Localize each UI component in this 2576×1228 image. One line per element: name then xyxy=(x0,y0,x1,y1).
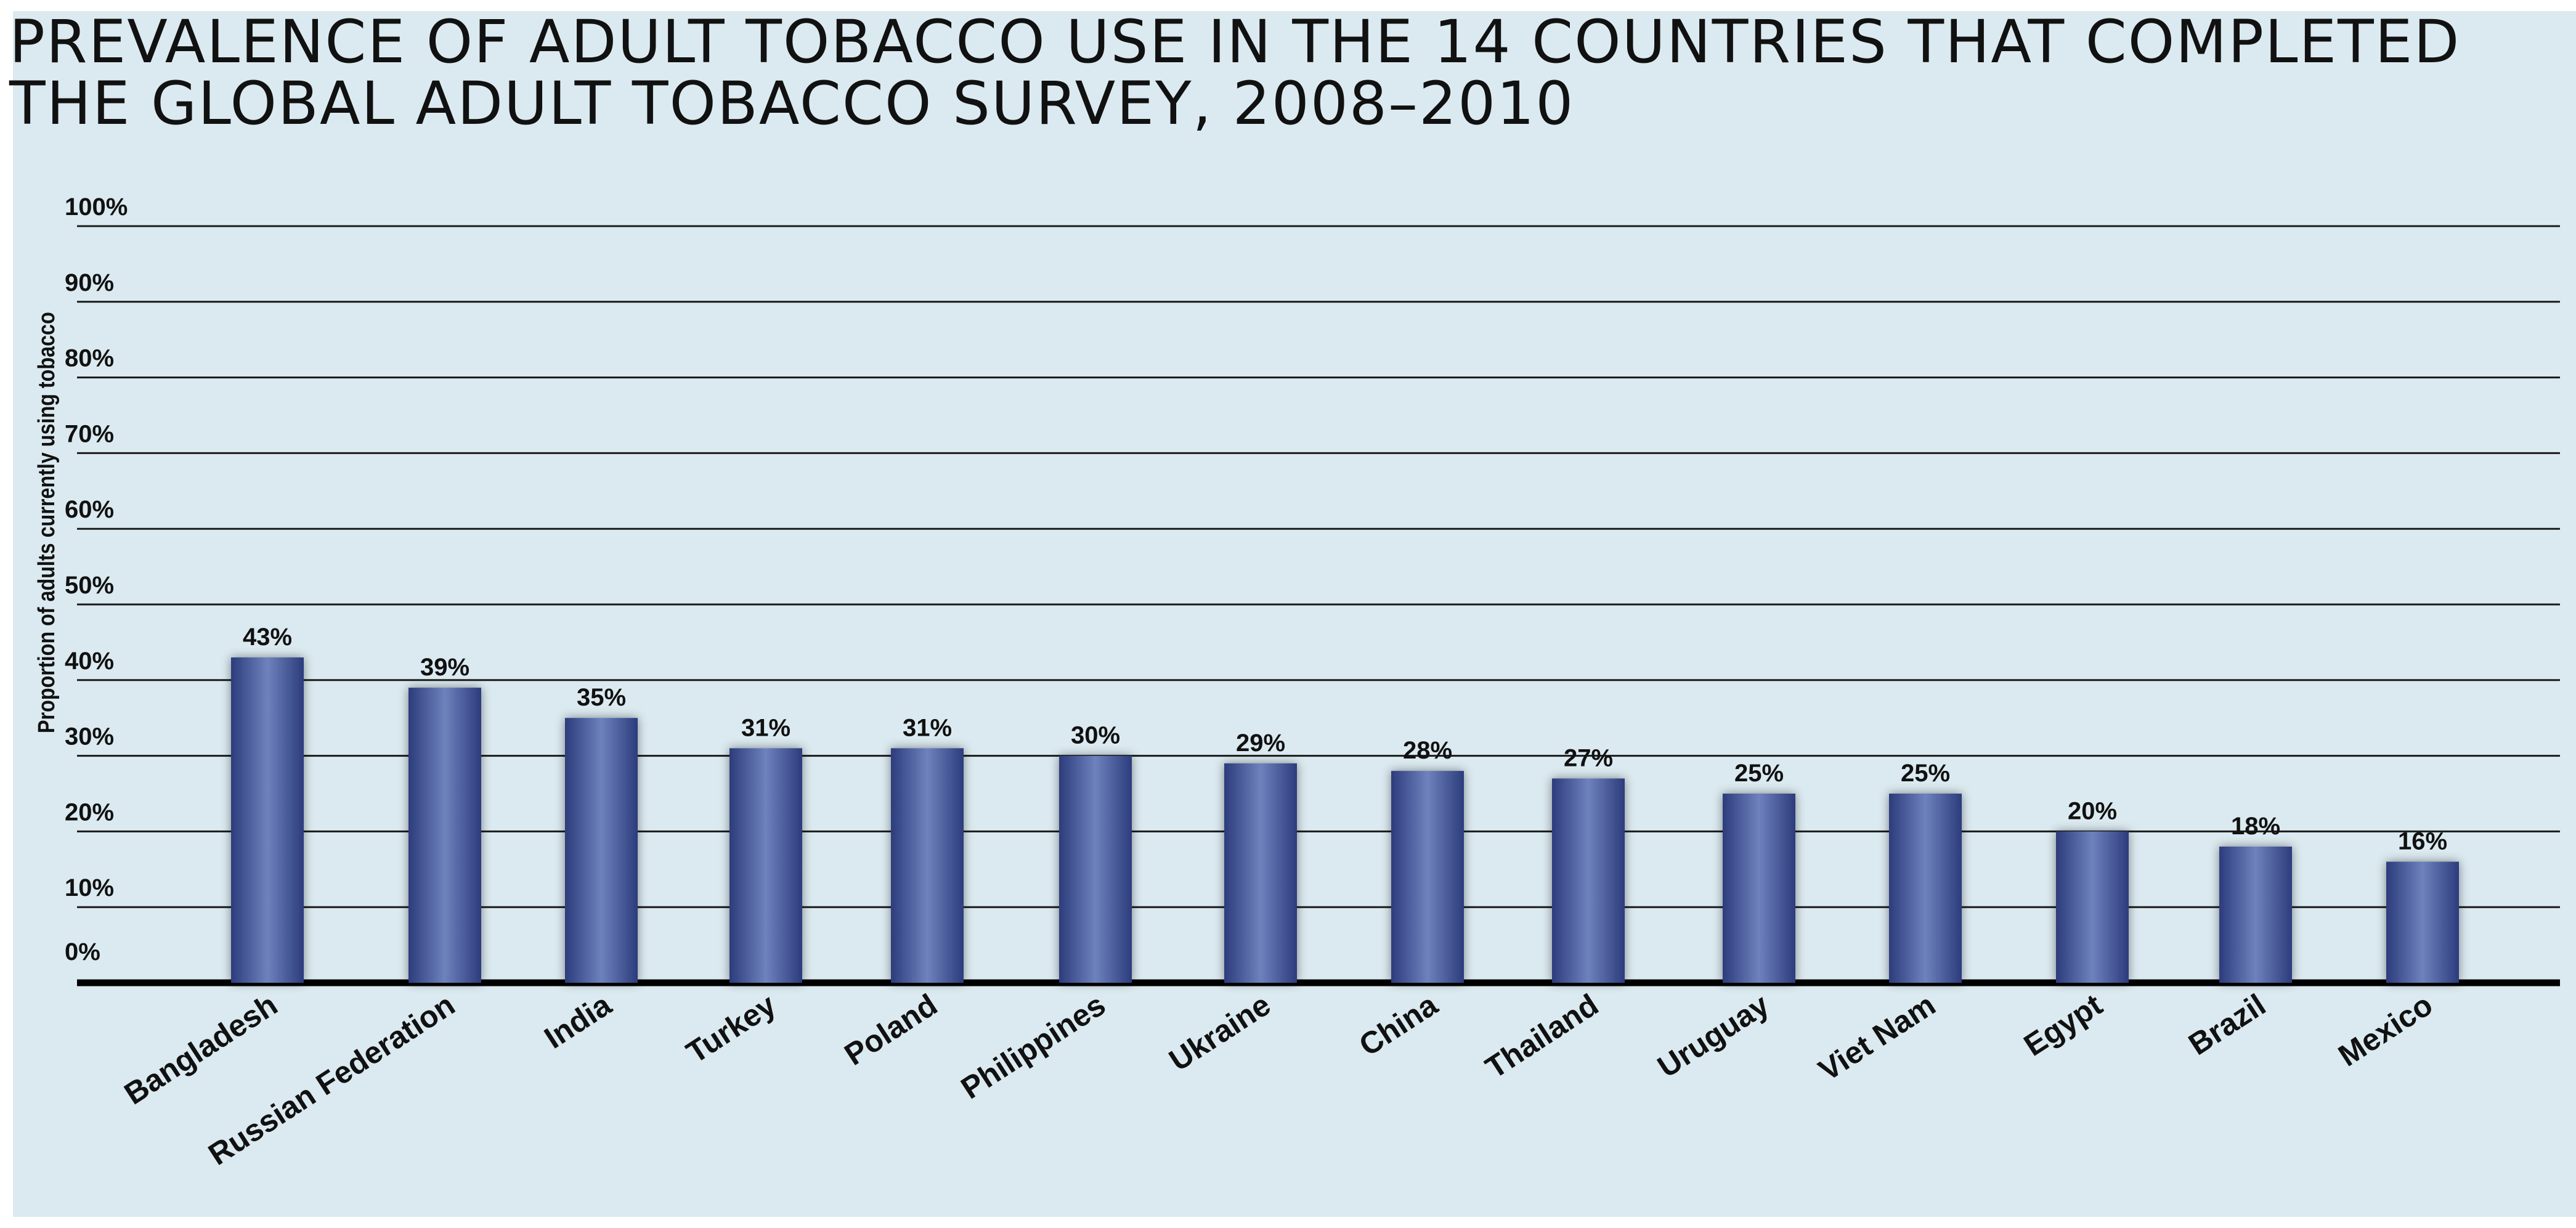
x-tick-label: Turkey xyxy=(680,987,782,1070)
bar xyxy=(231,657,304,983)
chart-panel xyxy=(13,11,2576,1217)
chart-title: PREVALENCE OF ADULT TOBACCO USE IN THE 1… xyxy=(9,11,2460,134)
x-tick-label: Poland xyxy=(839,987,943,1072)
x-tick-label: Thailand xyxy=(1479,987,1604,1085)
value-label: 31% xyxy=(741,714,790,741)
value-label: 20% xyxy=(2068,797,2117,824)
value-labels: 43% 39% 35% 31% 31% 30% 29% 28% 27% 25% 25% 20% 18% 1… xyxy=(243,624,2447,855)
bar xyxy=(891,748,964,983)
x-tick-label: Uruguay xyxy=(1651,987,1775,1084)
y-tick-label: 90% xyxy=(65,269,114,296)
value-label: 28% xyxy=(1403,737,1452,764)
y-tick-label: 80% xyxy=(65,345,114,372)
y-tick-label: 70% xyxy=(65,420,114,447)
y-tick-label: 100% xyxy=(65,193,128,221)
x-tick-label: India xyxy=(538,987,618,1055)
value-label: 43% xyxy=(243,624,292,651)
y-tick-label: 60% xyxy=(65,496,114,523)
x-tick-label: Brazil xyxy=(2182,987,2272,1062)
x-tick-label: Ukraine xyxy=(1163,987,1277,1078)
value-label: 18% xyxy=(2231,813,2280,840)
x-tick-label: Mexico xyxy=(2332,987,2439,1073)
bar xyxy=(1552,778,1625,983)
bar xyxy=(1224,763,1297,983)
value-label: 30% xyxy=(1071,722,1120,749)
gridlines xyxy=(77,225,2560,986)
bar xyxy=(1723,794,1795,983)
bars xyxy=(231,657,2459,983)
bar xyxy=(408,688,481,983)
value-label: 29% xyxy=(1236,730,1285,757)
value-label: 27% xyxy=(1564,744,1613,771)
value-label: 39% xyxy=(420,654,469,681)
y-tick-label: 0% xyxy=(65,938,100,966)
bar xyxy=(565,718,638,983)
x-tick-label: China xyxy=(1353,987,1444,1063)
bar xyxy=(2056,831,2129,983)
y-tick-label: 30% xyxy=(65,723,114,750)
chart-title-line-1: PREVALENCE OF ADULT TOBACCO USE IN THE 1… xyxy=(9,7,2461,76)
bar xyxy=(1059,755,1132,983)
bar xyxy=(729,748,802,983)
x-tick-label: Egypt xyxy=(2018,987,2108,1063)
value-label: 31% xyxy=(903,714,952,741)
y-tick-label: 20% xyxy=(65,799,114,826)
x-tick-label: Bangladesh xyxy=(118,987,283,1111)
value-label: 35% xyxy=(577,684,626,711)
y-tick-label: 10% xyxy=(65,874,114,901)
x-tick-label: Philippines xyxy=(955,987,1111,1105)
value-label: 25% xyxy=(1734,760,1784,787)
bar xyxy=(1889,794,1962,983)
y-axis-ticks: 0% 10% 20% 30% 40% 50% 60% 70% 80% 90% 100% xyxy=(65,193,128,966)
y-tick-label: 40% xyxy=(65,648,114,675)
bar xyxy=(2386,861,2459,983)
value-label: 25% xyxy=(1901,760,1950,787)
bar xyxy=(1391,771,1464,983)
value-label: 16% xyxy=(2398,828,2447,855)
y-tick-label: 50% xyxy=(65,572,114,599)
bar xyxy=(2219,846,2292,983)
chart-title-line-2: THE GLOBAL ADULT TOBACCO SURVEY, 2008–20… xyxy=(9,69,1575,138)
x-tick-label: Viet Nam xyxy=(1813,987,1941,1088)
